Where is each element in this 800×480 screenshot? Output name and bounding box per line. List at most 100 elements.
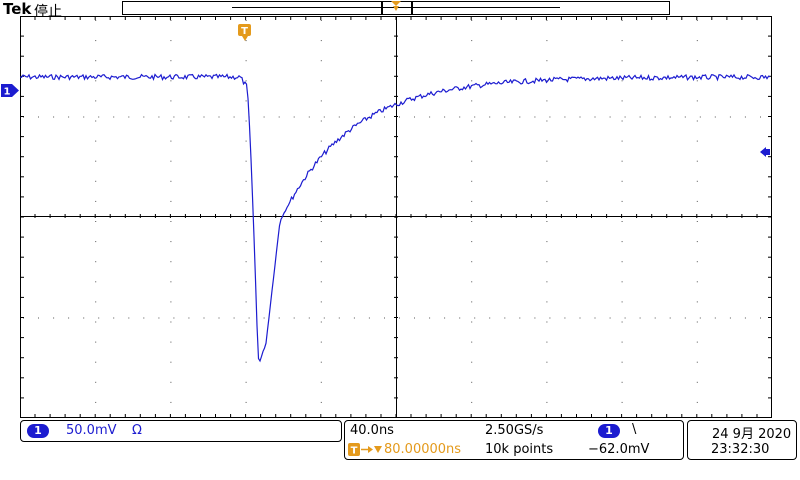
channel1-waveform [20, 73, 771, 363]
grid-dot [293, 116, 295, 118]
grid-dot [546, 100, 548, 102]
grid-dot [621, 221, 623, 222]
waveform-display[interactable] [20, 16, 772, 418]
grid-dot [323, 116, 325, 118]
grid-dot [188, 317, 190, 319]
grid-dot [471, 321, 473, 323]
grid-dot [669, 116, 671, 118]
grid-dot [320, 381, 322, 383]
grid-dot [95, 120, 97, 122]
grid-dot [95, 401, 97, 403]
acquisition-panel[interactable]: 40.0ns T 80.00000ns 2.50GS/s 10k points … [344, 420, 684, 460]
grid-dot [471, 381, 473, 383]
grid-dot [546, 60, 548, 62]
channel1-marker[interactable]: 1 [0, 83, 20, 98]
timebase-value: 40.0ns [350, 423, 394, 438]
grid-dot [245, 60, 247, 62]
grid-dot [53, 317, 55, 319]
grid-dot [170, 321, 172, 323]
grid-dot [414, 317, 415, 319]
record-view-window[interactable] [381, 1, 413, 15]
grid-dot [113, 116, 115, 118]
grid-dot [245, 40, 247, 42]
grid-dot [170, 281, 172, 283]
grid-dot [699, 317, 701, 319]
grid-dot [594, 116, 596, 118]
grid-dot [504, 317, 506, 319]
grid-dot [621, 40, 623, 42]
grid-dot [729, 116, 731, 118]
grid-dot [320, 301, 322, 303]
grid-dot [546, 401, 548, 403]
grid-dot [95, 361, 97, 363]
grid-dot [546, 140, 548, 142]
grid-dot [95, 341, 97, 343]
grid-dot [621, 140, 623, 142]
grid-dot [696, 221, 698, 222]
grid-dot [471, 401, 473, 403]
grid-dot [399, 116, 400, 118]
grid-dot [245, 120, 247, 122]
grid-dot [245, 20, 247, 21]
grid-dot [320, 200, 322, 202]
grid-dot [95, 100, 97, 102]
grid-dot [170, 180, 172, 182]
trigger-level-marker[interactable] [760, 146, 772, 158]
grid-dot [696, 40, 698, 42]
grid-dot [95, 301, 97, 303]
trigger-slope-icon: \ [632, 422, 637, 437]
grid-dot [245, 321, 247, 323]
channel-settings-panel[interactable]: 1 50.0mV Ω [20, 420, 342, 442]
grid-dot [170, 160, 172, 162]
grid-dot [95, 20, 97, 21]
grid-dot [188, 116, 190, 118]
grid-dot [68, 317, 70, 319]
time-display: 23:32:30 [711, 442, 770, 457]
grid-dot [696, 200, 698, 202]
grid-dot [158, 116, 160, 118]
grid-dot [320, 180, 322, 182]
grid-dot [699, 116, 701, 118]
grid-dot [53, 116, 55, 118]
grid-dot [218, 116, 220, 118]
grid-dot [471, 341, 473, 343]
grid-dot [459, 116, 461, 118]
grid-dot [696, 281, 698, 283]
grid-dot [621, 381, 623, 383]
grid-dot [245, 180, 247, 182]
grid-dot [245, 301, 247, 303]
grid-dot [245, 261, 247, 263]
grid-dot [489, 116, 491, 118]
grid-dot [245, 100, 247, 102]
grid-dot [654, 317, 656, 319]
grid-dot [399, 317, 400, 319]
grid-dot [83, 116, 85, 118]
grid-dot [696, 140, 698, 142]
grid-dot [474, 116, 476, 118]
grid-dot [263, 116, 265, 118]
grid-dot [95, 381, 97, 383]
grid-dot [519, 317, 521, 319]
grid-dot [546, 321, 548, 323]
grid-dot [471, 301, 473, 303]
grid-dot [320, 281, 322, 283]
grid-dot [429, 317, 431, 319]
grid-dot [170, 80, 172, 82]
grid-dot [233, 116, 235, 118]
axis-ticks [20, 16, 772, 418]
grid-dot [320, 140, 322, 142]
channel1-marker-label: 1 [4, 87, 11, 98]
grid-dot [320, 100, 322, 102]
grid-dot [696, 401, 698, 403]
grid-dot [471, 100, 473, 102]
grid-dot [368, 317, 370, 319]
grid-dot [760, 317, 761, 319]
grid-dot [621, 160, 623, 162]
trigger-marker[interactable]: T [238, 24, 252, 42]
grid-dot [621, 401, 623, 403]
grid-dot [320, 80, 322, 82]
grid-dot [471, 261, 473, 263]
trigger-source-badge: 1 [598, 424, 620, 438]
grid-dot [549, 317, 551, 319]
grid-dot [654, 116, 656, 118]
